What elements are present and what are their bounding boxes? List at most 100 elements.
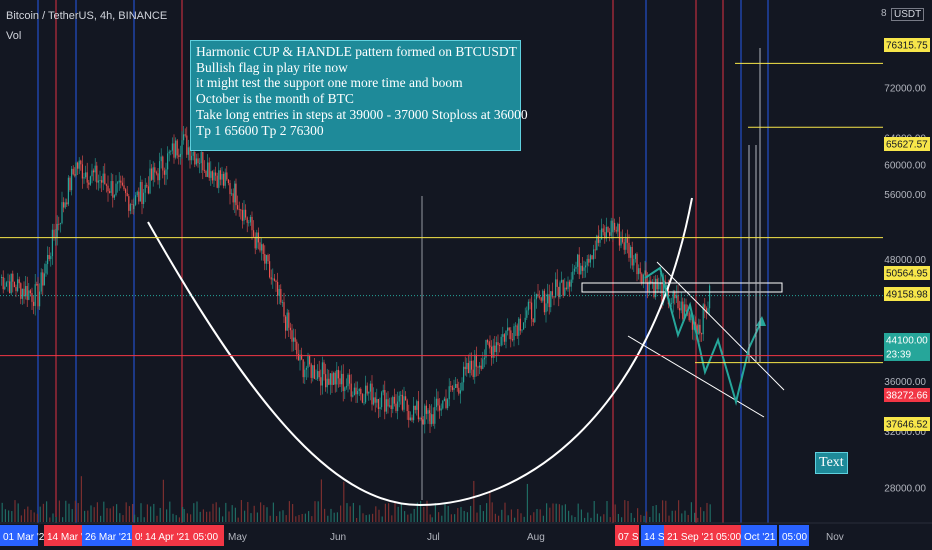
volume-bar <box>87 510 89 522</box>
volume-bar <box>460 507 462 522</box>
candle-body <box>345 386 347 388</box>
volume-bar <box>90 505 92 522</box>
candle-body <box>519 318 521 331</box>
candle-body <box>550 291 552 308</box>
candle-body <box>40 272 42 292</box>
volume-bar <box>552 503 554 522</box>
volume-bar <box>600 516 602 522</box>
candle-body <box>369 383 371 392</box>
text-annotation-badge[interactable]: Text <box>815 452 848 474</box>
volume-bar <box>166 509 168 522</box>
candle-body <box>2 276 4 290</box>
volume-bar <box>247 501 249 522</box>
candle-body <box>302 359 304 378</box>
candle-body <box>194 152 196 165</box>
candle-body <box>131 204 133 205</box>
candle-body <box>210 171 212 178</box>
candle-body <box>51 229 53 257</box>
candle-body <box>526 310 528 318</box>
volume-bar <box>450 514 452 522</box>
candle-body <box>165 169 167 175</box>
candle-body <box>505 330 507 342</box>
candle-body <box>609 232 611 236</box>
currency-unit-button[interactable]: USDT <box>891 8 925 21</box>
candle-body <box>417 401 419 420</box>
flag-upper-line <box>656 261 785 391</box>
candle-body <box>267 255 269 262</box>
candle-body <box>304 369 306 378</box>
volume-bar <box>526 483 528 522</box>
candle-body <box>567 281 569 289</box>
volume-bar <box>183 509 185 522</box>
volume-bar <box>621 517 623 522</box>
candle-body <box>564 287 566 296</box>
price-label-current: 44100.00 <box>884 333 930 347</box>
candle-body <box>218 170 220 188</box>
candle-body <box>117 182 119 184</box>
candle-body <box>25 285 27 297</box>
candle-body <box>429 410 431 413</box>
volume-bar <box>46 501 48 522</box>
volume-bar <box>234 507 236 522</box>
time-badge: 05 <box>132 525 147 546</box>
time-tick-label: May <box>228 532 247 543</box>
volume-bar <box>381 516 383 522</box>
annotation-line: October is the month of BTC <box>196 91 354 107</box>
candle-body <box>301 354 303 360</box>
candle-body <box>698 324 700 335</box>
volume-bar <box>697 517 699 522</box>
candle-body <box>527 301 529 311</box>
volume-bar <box>314 501 316 522</box>
volume-bar <box>156 515 158 522</box>
candle-body <box>270 277 272 280</box>
volume-bar <box>186 513 188 522</box>
candle-body <box>459 390 461 394</box>
candle-body <box>195 158 197 165</box>
price-label-text: 76315.75 <box>886 41 928 52</box>
candle-body <box>585 265 587 268</box>
candle-body <box>403 396 405 410</box>
volume-bar <box>137 517 139 522</box>
annotation-callout[interactable]: Harmonic CUP & HANDLE pattern formed on … <box>190 40 528 151</box>
annotation-line: Tp 1 65600 Tp 2 76300 <box>196 122 324 138</box>
candle-body <box>618 223 620 246</box>
candle-body <box>323 362 325 375</box>
candle-body <box>321 362 323 386</box>
time-badge: 01 Mar '2 <box>0 525 45 546</box>
candle-body <box>511 339 513 341</box>
candle-body <box>434 407 436 424</box>
volume-bar <box>668 515 670 522</box>
candle-body <box>170 150 172 152</box>
candle-body <box>425 405 427 414</box>
candle-body <box>455 383 457 388</box>
volume-bar <box>27 506 29 522</box>
volume-bar <box>140 503 142 522</box>
candle-body <box>421 417 423 420</box>
candle-body <box>601 228 603 240</box>
candle-body <box>682 301 684 319</box>
candle-body <box>463 366 465 383</box>
volume-bar <box>410 513 412 522</box>
volume-bar <box>684 510 686 522</box>
candle-body <box>638 268 640 275</box>
candle-body <box>429 412 431 425</box>
candle-body <box>497 342 499 346</box>
price-tick-label: 28000.00 <box>884 484 926 495</box>
price-label-box <box>884 388 930 402</box>
candle-body <box>392 396 394 410</box>
candle-body <box>405 396 407 401</box>
volume-bar <box>231 505 233 522</box>
candle-body <box>339 378 341 385</box>
time-badge: Oct '21 <box>741 525 777 546</box>
volume-label[interactable]: Vol <box>6 30 22 42</box>
symbol-title[interactable]: Bitcoin / TetherUS, 4h, BINANCE <box>6 10 168 22</box>
candle-body <box>291 330 293 342</box>
volume-bar <box>447 506 449 522</box>
volume-bar <box>564 504 566 522</box>
candle-body <box>583 267 585 271</box>
candle-body <box>503 334 505 342</box>
volume-bar <box>84 510 86 522</box>
candle-body <box>89 176 91 185</box>
volume-bar <box>646 511 648 522</box>
candle-body <box>586 258 588 266</box>
